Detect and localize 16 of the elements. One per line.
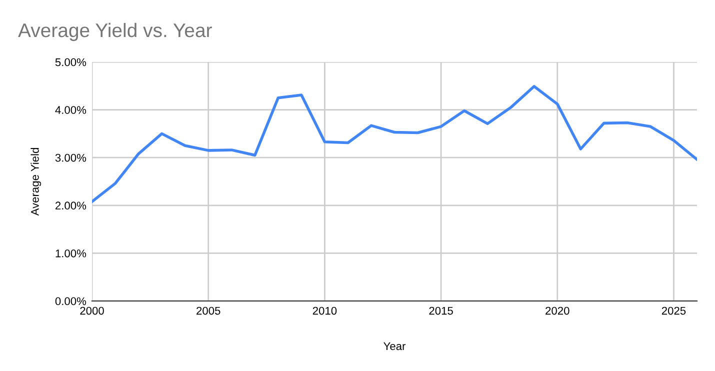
x-tick-label: 2020 <box>546 306 570 315</box>
x-axis-title: Year <box>384 342 406 350</box>
x-tick-label: 2005 <box>196 306 220 315</box>
chart-title: Average Yield vs. Year <box>18 22 212 42</box>
y-tick-label: 2.00% <box>56 202 86 210</box>
line-series <box>92 84 697 203</box>
y-tick-label: 1.00% <box>56 249 86 258</box>
x-tick-label: 2015 <box>429 306 453 315</box>
x-tick-label: 2010 <box>312 306 337 315</box>
y-tick-label: 3.00% <box>55 154 86 162</box>
x-tick-label: 2000 <box>80 306 104 315</box>
y-tick-label: 4.00% <box>55 106 86 114</box>
x-tick-label: 2025 <box>662 306 686 315</box>
y-tick-label: 0.00% <box>55 297 86 306</box>
y-tick-label: 5.00% <box>55 58 86 66</box>
y-axis-title: Average Yield <box>30 148 42 216</box>
